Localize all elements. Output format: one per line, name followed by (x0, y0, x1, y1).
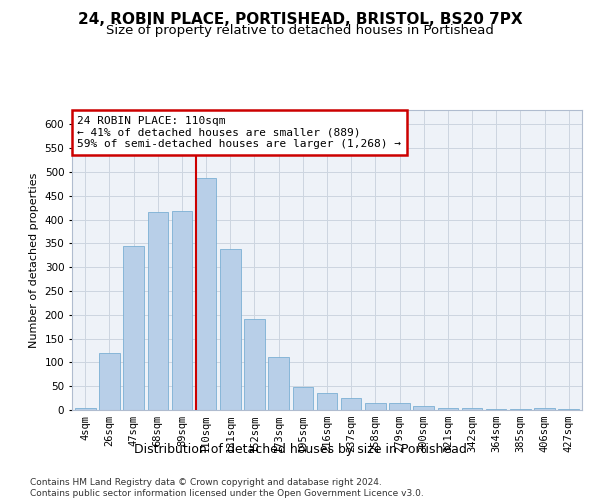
Bar (510, 409, 530, 410)
Bar (196, 178, 217, 410)
Bar (534, 408, 555, 410)
Bar (172, 211, 192, 410)
Bar (437, 408, 458, 410)
Bar (559, 408, 579, 410)
Bar (244, 318, 265, 410)
Bar (268, 356, 289, 410)
Bar (365, 403, 386, 410)
Text: Size of property relative to detached houses in Portishead: Size of property relative to detached ho… (106, 24, 494, 37)
Bar (124, 246, 144, 410)
Bar (486, 409, 506, 410)
Bar (317, 394, 337, 410)
Text: Distribution of detached houses by size in Portishead: Distribution of detached houses by size … (134, 442, 466, 456)
Bar (462, 408, 482, 410)
Bar (75, 408, 95, 410)
Text: Contains HM Land Registry data © Crown copyright and database right 2024.
Contai: Contains HM Land Registry data © Crown c… (30, 478, 424, 498)
Bar (220, 249, 241, 410)
Bar (413, 406, 434, 410)
Text: 24, ROBIN PLACE, PORTISHEAD, BRISTOL, BS20 7PX: 24, ROBIN PLACE, PORTISHEAD, BRISTOL, BS… (77, 12, 523, 28)
Bar (389, 403, 410, 410)
Bar (293, 387, 313, 410)
Text: 24 ROBIN PLACE: 110sqm
← 41% of detached houses are smaller (889)
59% of semi-de: 24 ROBIN PLACE: 110sqm ← 41% of detached… (77, 116, 401, 149)
Bar (99, 353, 120, 410)
Bar (341, 398, 361, 410)
Y-axis label: Number of detached properties: Number of detached properties (29, 172, 39, 348)
Bar (148, 212, 168, 410)
